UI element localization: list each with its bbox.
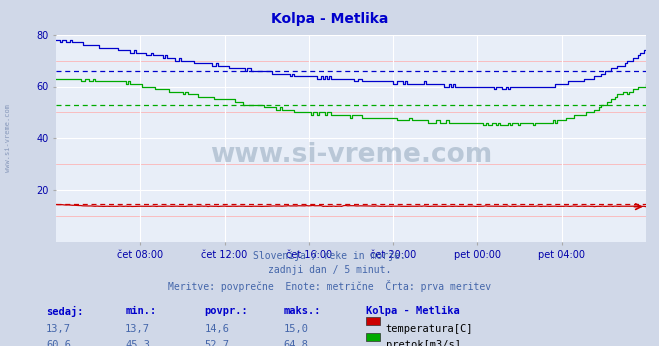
Text: 13,7: 13,7 [46, 324, 71, 334]
Text: 60,6: 60,6 [46, 340, 71, 346]
Text: Meritve: povprečne  Enote: metrične  Črta: prva meritev: Meritve: povprečne Enote: metrične Črta:… [168, 280, 491, 292]
Text: temperatura[C]: temperatura[C] [386, 324, 473, 334]
Text: zadnji dan / 5 minut.: zadnji dan / 5 minut. [268, 265, 391, 275]
Text: 13,7: 13,7 [125, 324, 150, 334]
Text: 14,6: 14,6 [204, 324, 229, 334]
Text: www.si-vreme.com: www.si-vreme.com [5, 104, 11, 172]
Text: pretok[m3/s]: pretok[m3/s] [386, 340, 461, 346]
Text: 64,8: 64,8 [283, 340, 308, 346]
Text: Kolpa - Metlika: Kolpa - Metlika [366, 306, 459, 316]
Text: sedaj:: sedaj: [46, 306, 84, 317]
Text: povpr.:: povpr.: [204, 306, 248, 316]
Text: Kolpa - Metlika: Kolpa - Metlika [271, 12, 388, 26]
Text: www.si-vreme.com: www.si-vreme.com [210, 142, 492, 168]
Text: 52,7: 52,7 [204, 340, 229, 346]
Text: maks.:: maks.: [283, 306, 321, 316]
Text: Slovenija / reke in morje.: Slovenija / reke in morje. [253, 251, 406, 261]
Text: min.:: min.: [125, 306, 156, 316]
Text: 45,3: 45,3 [125, 340, 150, 346]
Text: 15,0: 15,0 [283, 324, 308, 334]
